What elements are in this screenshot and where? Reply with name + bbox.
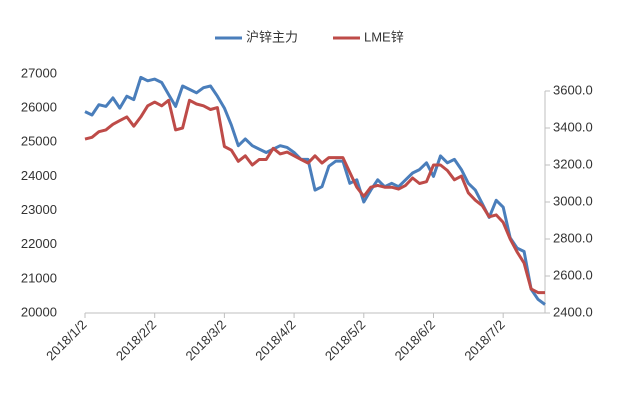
series-line — [84, 98, 545, 295]
x-tick-label: 2018/4/2 — [252, 317, 298, 363]
y-tick-label: 22000 — [21, 236, 57, 251]
y2-tick-label: 3400.0 — [553, 119, 593, 134]
legend-label: LME锌 — [364, 29, 404, 44]
x-tick-label: 2018/6/2 — [392, 317, 438, 363]
y-tick-label: 25000 — [21, 134, 57, 149]
y2-tick-label: 2400.0 — [553, 304, 593, 319]
x-tick-label: 2018/3/2 — [183, 317, 229, 363]
x-tick-label: 2018/2/2 — [113, 317, 159, 363]
x-tick-label: 2018/1/2 — [43, 317, 89, 363]
y-tick-label: 27000 — [21, 65, 57, 80]
y2-tick-label: 3600.0 — [553, 82, 593, 97]
y-tick-label: 23000 — [21, 202, 57, 217]
y2-tick-label: 2600.0 — [553, 267, 593, 282]
y-tick-label: 20000 — [21, 304, 57, 319]
y2-tick-label: 2800.0 — [553, 230, 593, 245]
legend-label: 沪锌主力 — [246, 29, 298, 44]
y-tick-label: 24000 — [21, 168, 57, 183]
x-tick-label: 2018/7/2 — [461, 317, 507, 363]
y-tick-label: 26000 — [21, 100, 57, 115]
y-tick-label: 21000 — [21, 270, 57, 285]
series-line — [84, 75, 546, 306]
x-tick-label: 2018/5/2 — [322, 317, 368, 363]
y2-tick-label: 3000.0 — [553, 193, 593, 208]
y2-tick-label: 3200.0 — [553, 156, 593, 171]
